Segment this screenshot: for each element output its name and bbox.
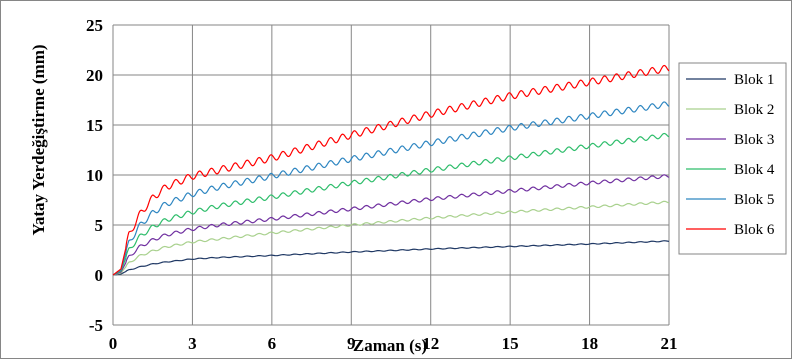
series-lines bbox=[112, 64, 670, 276]
legend-label-4: Blok 4 bbox=[734, 162, 775, 178]
series-line-1 bbox=[112, 240, 670, 276]
y-tick-label: 5 bbox=[95, 216, 104, 235]
x-tick-label: 15 bbox=[502, 334, 519, 353]
legend-label-2: Blok 2 bbox=[734, 102, 774, 118]
y-tick-label: 25 bbox=[86, 16, 103, 35]
legend-label-1: Blok 1 bbox=[734, 72, 774, 88]
x-tick-label: 12 bbox=[422, 334, 439, 353]
y-tick-label: 20 bbox=[86, 66, 103, 85]
y-tick-label: 0 bbox=[95, 266, 104, 285]
y-tick-label: 10 bbox=[86, 166, 103, 185]
series-line-6 bbox=[112, 64, 670, 276]
y-tick-label: 15 bbox=[86, 116, 103, 135]
x-axis-title: Zaman (s) bbox=[353, 336, 427, 355]
y-tick-label: -5 bbox=[89, 316, 103, 335]
y-tick-labels: -5 0 5 10 15 20 25 bbox=[86, 16, 103, 335]
legend-label-6: Blok 6 bbox=[734, 222, 775, 238]
x-tick-label: 0 bbox=[109, 334, 118, 353]
series-line-4 bbox=[112, 132, 670, 276]
x-tick-labels: 0 3 6 9 12 15 18 21 bbox=[109, 334, 678, 353]
legend-label-5: Blok 5 bbox=[734, 192, 774, 208]
grid-lines bbox=[112, 24, 670, 326]
x-tick-label: 9 bbox=[347, 334, 356, 353]
series-line-2 bbox=[112, 200, 670, 276]
series-line-3 bbox=[112, 174, 670, 276]
legend-label-3: Blok 3 bbox=[734, 132, 774, 148]
x-tick-label: 3 bbox=[188, 334, 197, 353]
x-tick-label: 21 bbox=[661, 334, 678, 353]
x-tick-label: 18 bbox=[581, 334, 598, 353]
legend: Blok 1 Blok 2 Blok 3 Blok 4 Blok 5 Blok 6 bbox=[678, 62, 787, 255]
x-tick-label: 6 bbox=[268, 334, 277, 353]
legend-box bbox=[678, 62, 787, 255]
series-line-5 bbox=[112, 101, 670, 276]
y-axis-title: Yatay Yerdeğiştirme (mm) bbox=[29, 44, 48, 235]
